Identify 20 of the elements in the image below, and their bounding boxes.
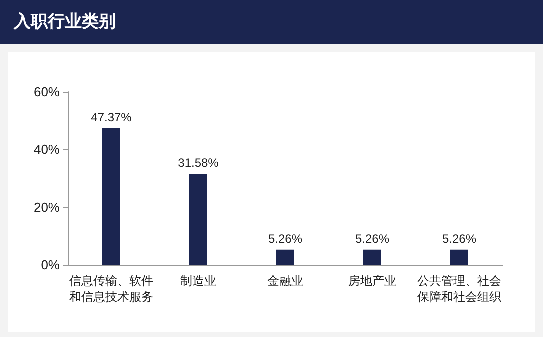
bar [190, 174, 208, 265]
bar [450, 250, 468, 265]
data-label: 31.58% [178, 156, 220, 170]
y-tick-label: 0% [41, 258, 60, 272]
bar [364, 250, 382, 265]
data-label: 5.26% [355, 232, 390, 246]
y-tick-label: 40% [34, 142, 60, 158]
x-tick-label: 房地产业 [348, 274, 396, 288]
bar [276, 250, 294, 265]
data-label: 47.37% [91, 110, 132, 124]
x-tick-label: 信息传输、软件和信息技术服务 [70, 274, 154, 304]
x-tick-label: 制造业 [180, 274, 216, 288]
x-tick-label: 公共管理、社会保障和社会组织 [418, 274, 502, 304]
y-tick-label: 20% [34, 200, 60, 215]
chart-title: 入职行业类别 [0, 0, 543, 44]
data-label: 5.26% [268, 232, 303, 246]
data-label: 5.26% [442, 232, 477, 246]
y-tick-label: 60% [34, 84, 60, 100]
x-tick-label: 金融业 [268, 274, 304, 288]
bar [102, 128, 120, 265]
